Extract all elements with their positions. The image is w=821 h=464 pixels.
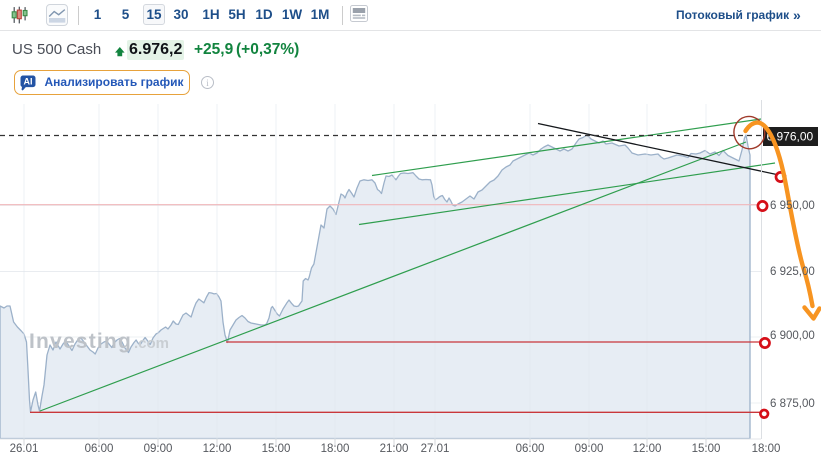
- svg-text:09:00: 09:00: [144, 443, 173, 455]
- svg-text:18:00: 18:00: [752, 443, 781, 455]
- svg-text:27.01: 27.01: [421, 443, 450, 455]
- svg-text:Investing.com: Investing .com: [29, 330, 169, 353]
- svg-text:6 875,00: 6 875,00: [770, 398, 815, 410]
- svg-text:15:00: 15:00: [262, 443, 291, 455]
- svg-text:18:00: 18:00: [321, 443, 350, 455]
- svg-text:12:00: 12:00: [203, 443, 232, 455]
- svg-text:6 925,00: 6 925,00: [770, 266, 815, 278]
- svg-text:26.01: 26.01: [10, 443, 39, 455]
- svg-text:09:00: 09:00: [575, 443, 604, 455]
- svg-text:6 900,00: 6 900,00: [770, 330, 815, 342]
- svg-text:06:00: 06:00: [85, 443, 114, 455]
- svg-text:6 976,00: 6 976,00: [767, 130, 814, 144]
- svg-text:AI: AI: [24, 77, 33, 87]
- svg-text:12:00: 12:00: [633, 443, 662, 455]
- svg-text:15:00: 15:00: [692, 443, 721, 455]
- svg-text:6 950,00: 6 950,00: [770, 200, 815, 212]
- svg-text:06:00: 06:00: [516, 443, 545, 455]
- svg-text:21:00: 21:00: [380, 443, 409, 455]
